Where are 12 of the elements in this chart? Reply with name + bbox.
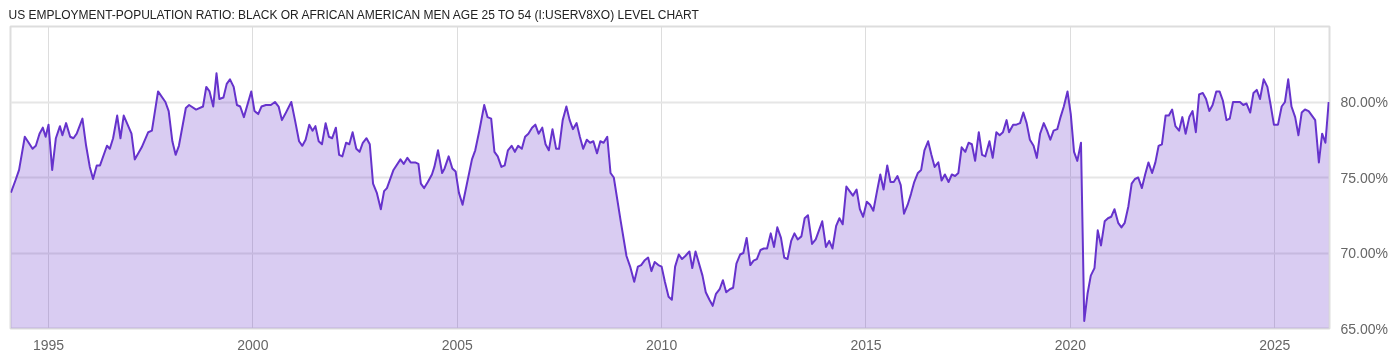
y-tick-label: 70.00% [1340,245,1388,261]
x-tick-label: 2020 [1054,336,1087,353]
chart-title: US EMPLOYMENT-POPULATION RATIO: BLACK OR AFRICAN AMERICAN MEN AGE 25 TO 54 (I:USERV8XO) LEVEL CHART [8,7,700,22]
x-tick-label: 2025 [1259,336,1291,353]
y-tick-label: 75.00% [1340,169,1388,186]
x-tick-label: 1995 [32,336,65,353]
y-tick-label: 80.00% [1340,94,1388,110]
x-tick-label: 2005 [441,336,474,353]
x-tick-label: 2015 [850,336,882,353]
y-tick-label: 65.00% [1340,320,1388,337]
x-tick-label: 2000 [237,336,269,353]
x-tick-label: 2010 [646,336,678,353]
